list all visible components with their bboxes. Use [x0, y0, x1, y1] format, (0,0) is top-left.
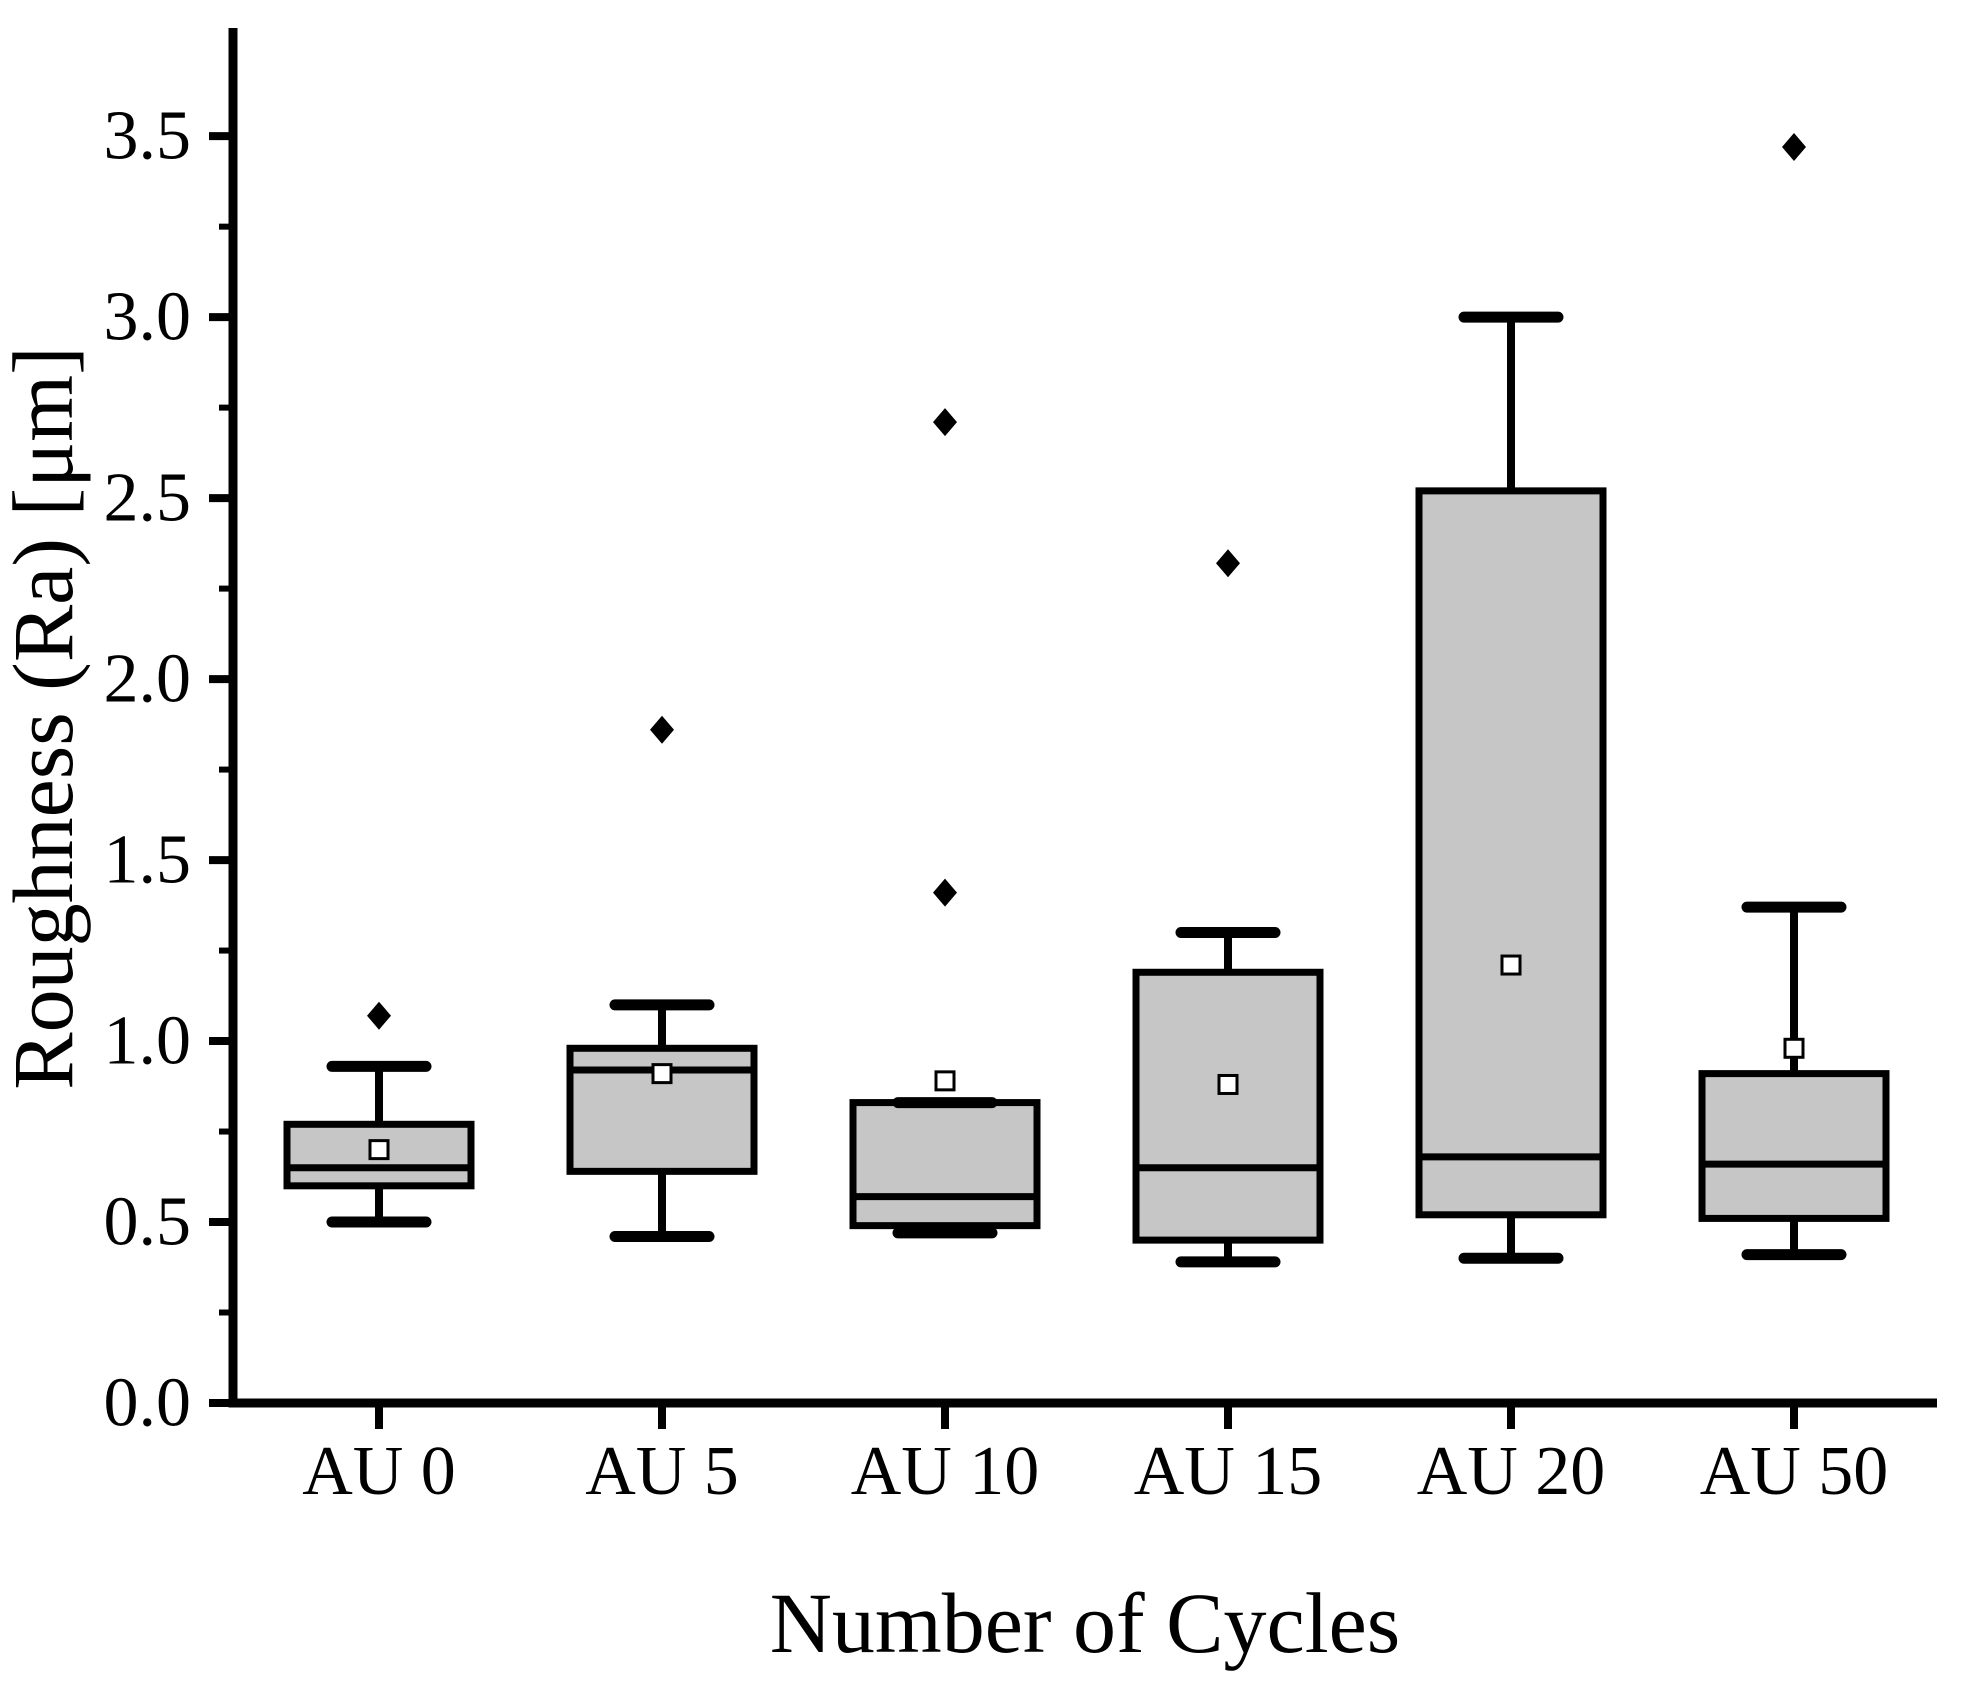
x-category-label: AU 0: [302, 1433, 456, 1510]
box-iqr: [849, 1099, 1041, 1230]
box-iqr: [1415, 487, 1607, 1219]
outlier-point: [1782, 133, 1806, 162]
y-axis: 0.0 0.5 1.0 1.5 2.0 2.5 3.0 3.5: [104, 28, 238, 1442]
x-category-label: AU 50: [1700, 1433, 1889, 1510]
x-category-label: AU 10: [851, 1433, 1040, 1510]
mean-marker: [368, 1139, 390, 1161]
y-axis-title: Roughness (Ra) [μm]: [0, 346, 91, 1090]
box-iqr: [1132, 968, 1324, 1244]
box-iqr: [283, 1120, 475, 1190]
y-tick-label: 2.0: [104, 641, 192, 718]
y-tick-label: 3.5: [104, 98, 192, 175]
x-axis-title: Number of Cycles: [770, 1575, 1401, 1671]
outlier-point: [933, 408, 957, 437]
x-axis: AU 0 AU 5 AU 10 AU 15 AU 20 AU 50: [228, 1398, 1937, 1510]
x-category-label: AU 20: [1417, 1433, 1606, 1510]
box-series: [283, 133, 1890, 1268]
box-group-au-20: [1415, 311, 1607, 1264]
mean-marker: [1783, 1037, 1805, 1059]
mean-marker: [1217, 1073, 1239, 1095]
box-group-au-10: [849, 408, 1041, 1239]
outlier-point: [933, 878, 957, 907]
y-ticks: 0.0 0.5 1.0 1.5 2.0 2.5 3.0 3.5: [104, 98, 233, 1442]
mean-marker: [934, 1070, 956, 1092]
outlier-point: [1216, 549, 1240, 578]
y-tick-label: 1.0: [104, 1003, 192, 1080]
outlier-point: [367, 1001, 391, 1030]
box-group-au-5: [566, 715, 758, 1243]
x-category-label: AU 5: [585, 1433, 739, 1510]
box-group-au-0: [283, 1001, 475, 1228]
y-tick-label: 0.5: [104, 1184, 192, 1261]
y-tick-label: 1.5: [104, 822, 192, 899]
y-tick-label: 2.5: [104, 460, 192, 537]
mean-marker: [1500, 954, 1522, 976]
x-category-label: AU 15: [1134, 1433, 1323, 1510]
box-group-au-15: [1132, 549, 1324, 1268]
box-iqr: [1698, 1070, 1890, 1222]
y-tick-label: 3.0: [104, 279, 192, 356]
outlier-point: [650, 715, 674, 744]
box-group-au-50: [1698, 133, 1890, 1261]
x-ticks: AU 0 AU 5 AU 10 AU 15 AU 20 AU 50: [302, 1403, 1888, 1510]
y-tick-label: 0.0: [104, 1365, 192, 1442]
mean-marker: [651, 1063, 673, 1085]
